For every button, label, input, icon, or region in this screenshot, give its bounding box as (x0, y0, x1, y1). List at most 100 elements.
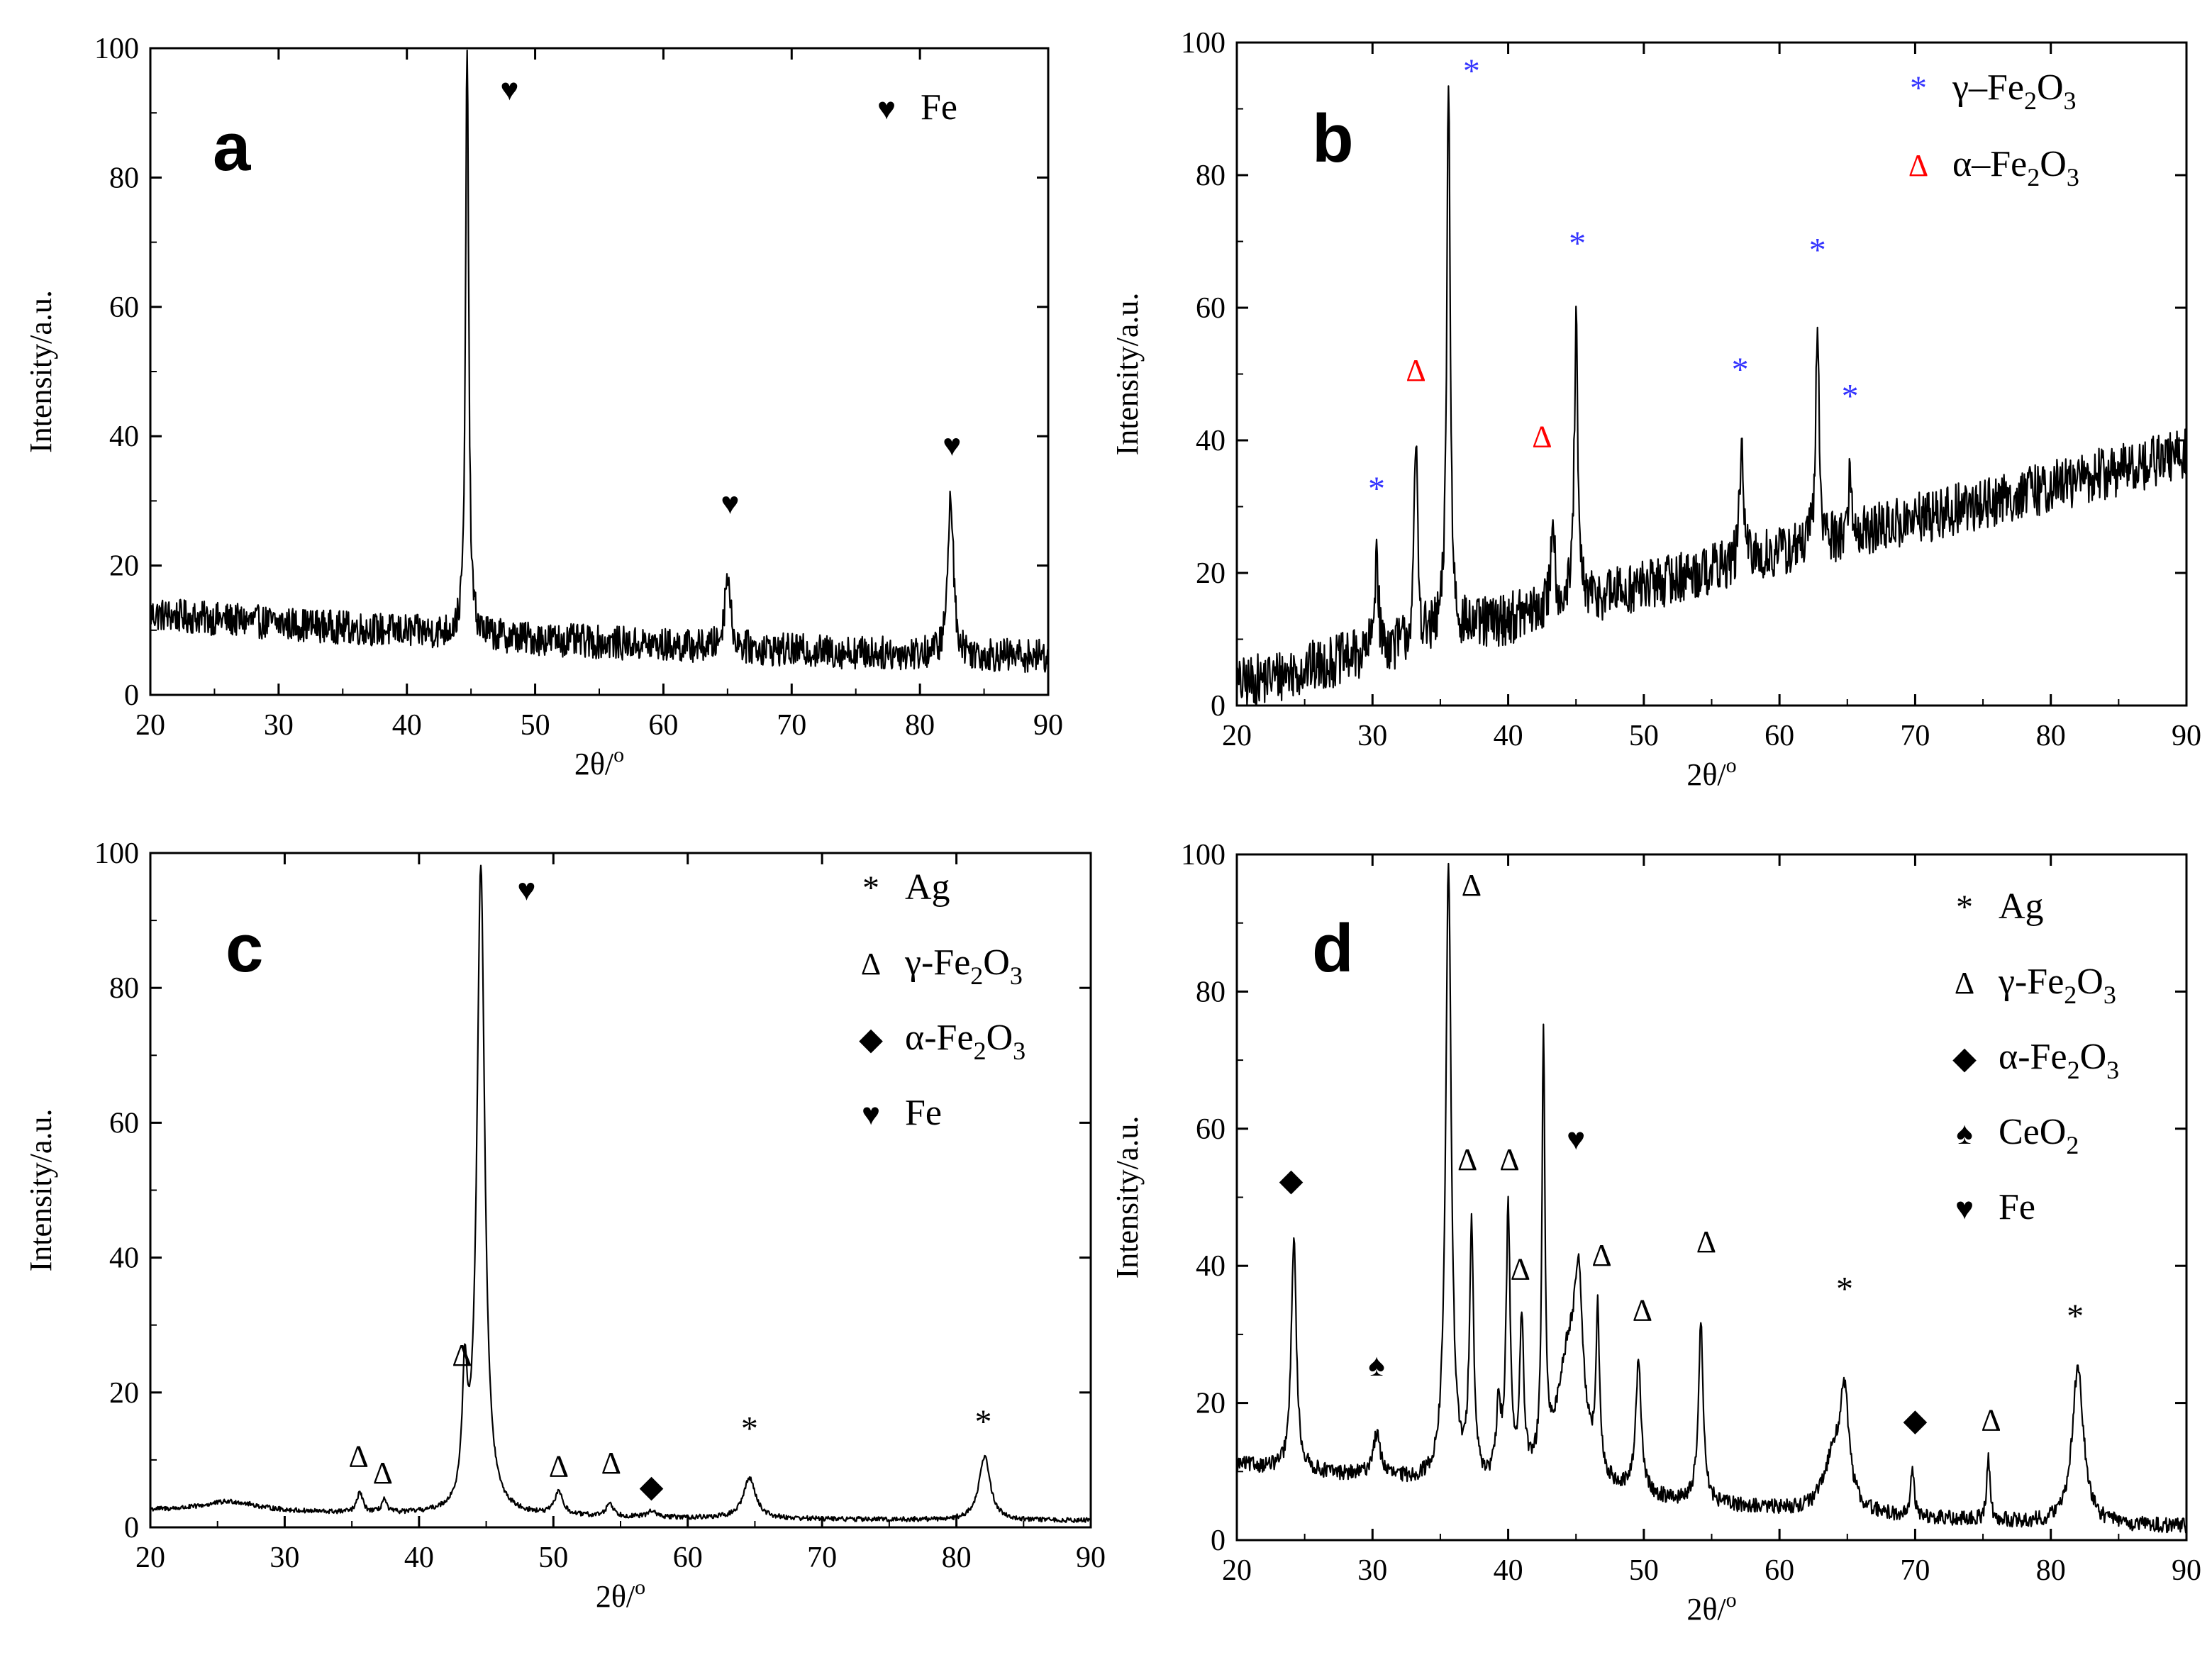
y-tick-label-b-20: 20 (1196, 557, 1226, 590)
plot-frame-d (1235, 853, 2188, 1542)
x-tick-label-a-20: 20 (135, 709, 165, 742)
legend-label-c-3: Fe (905, 1093, 942, 1133)
legend-label-sub2-b-1: 3 (2067, 163, 2079, 191)
peak-marker-a-1: ♥ (721, 486, 739, 521)
y-tick-label-d-0: 0 (1211, 1525, 1226, 1557)
legend-label-text-c-2: α-Fe (905, 1018, 974, 1058)
legend-label-sub2-d-2: 3 (2106, 1056, 2119, 1084)
legend-label-text-c-3: Fe (905, 1093, 942, 1133)
peak-marker-b-2: * (1463, 52, 1480, 90)
peak-marker-c-0: Δ (348, 1439, 368, 1473)
peak-marker-c-1: Δ (373, 1456, 393, 1490)
y-tick-label-b-100: 100 (1181, 27, 1226, 60)
y-tick-label-c-100: 100 (94, 837, 139, 870)
x-axis-label-degree-b: o (1726, 754, 1737, 777)
plot-frame-a (149, 47, 1050, 696)
y-tick-label-c-80: 80 (109, 972, 139, 1005)
legend-label-c-2: α-Fe2O3 (905, 1018, 1026, 1065)
peak-marker-c-3: ♥ (517, 873, 535, 908)
x-axis-label-a: 2θ/o (574, 743, 624, 781)
peak-marker-d-1: ♠ (1368, 1348, 1384, 1383)
x-tick-label-c-50: 50 (538, 1542, 568, 1574)
y-tick-label-c-20: 20 (109, 1377, 139, 1410)
x-tick-label-a-30: 30 (264, 709, 294, 742)
peak-marker-c-6: ◆ (640, 1469, 664, 1504)
legend-label-d-0: Ag (1999, 886, 2044, 927)
legend-symbol-d-0: * (1956, 888, 1973, 926)
series-line-c (150, 864, 1091, 1524)
legend-label-text2-c-2: O (986, 1018, 1013, 1058)
x-tick-label-b-50: 50 (1629, 720, 1659, 752)
peak-marker-d-6: ♥ (1567, 1122, 1585, 1157)
y-tick-label-c-40: 40 (109, 1242, 139, 1275)
y-axis-label-c: Intensity/a.u. (23, 1109, 58, 1272)
peak-marker-d-0: ◆ (1279, 1163, 1304, 1198)
legend-label-c-0: Ag (905, 867, 950, 908)
y-tick-label-a-0: 0 (124, 679, 139, 712)
y-tick-label-a-40: 40 (109, 420, 139, 453)
x-axis-label-degree-d: o (1726, 1588, 1737, 1612)
x-tick-label-b-80: 80 (2036, 720, 2066, 752)
x-axis-label-c: 2θ/o (596, 1576, 645, 1614)
y-tick-label-d-60: 60 (1196, 1113, 1226, 1146)
x-tick-label-a-80: 80 (905, 709, 935, 742)
peak-marker-b-4: * (1569, 225, 1586, 262)
peak-marker-a-2: ♥ (943, 428, 961, 463)
x-tick-label-b-30: 30 (1357, 720, 1387, 752)
peak-marker-b-3: Δ (1532, 419, 1552, 454)
y-tick-label-c-60: 60 (109, 1107, 139, 1139)
x-tick-label-a-50: 50 (521, 709, 550, 742)
peak-marker-b-1: Δ (1406, 353, 1425, 388)
legend-symbol-b-1: Δ (1908, 148, 1928, 183)
legend-label-text2-d-2: O (2080, 1037, 2107, 1077)
legend-label-a-0: Fe (921, 87, 957, 128)
panel-c: 20 30 40 50 60 70 80 900204060801002θ/oIntensit… (23, 837, 1106, 1614)
y-tick-label-a-80: 80 (109, 162, 139, 194)
legend-label-text-d-3: CeO (1999, 1112, 2066, 1152)
legend-symbol-c-3: ♥ (862, 1097, 880, 1132)
y-tick-label-b-60: 60 (1196, 292, 1226, 325)
legend-label-d-1: γ-Fe2O3 (1998, 962, 2116, 1009)
x-tick-label-b-60: 60 (1764, 720, 1794, 752)
x-tick-label-c-30: 30 (269, 1542, 299, 1574)
x-tick-label-b-40: 40 (1494, 720, 1523, 752)
series-line-d (1235, 862, 2188, 1534)
peak-marker-d-11: ◆ (1903, 1403, 1928, 1437)
legend-label-sub2-c-2: 3 (1013, 1037, 1026, 1065)
x-tick-label-a-60: 60 (648, 709, 678, 742)
y-tick-label-d-40: 40 (1196, 1250, 1226, 1283)
y-tick-label-a-20: 20 (109, 550, 139, 583)
x-axis-label-degree-c: o (635, 1576, 645, 1599)
legend-a: ♥ Fe (877, 87, 957, 128)
legend-label-text2-b-1: O (2040, 144, 2067, 184)
x-tick-label-d-90: 90 (2172, 1554, 2201, 1587)
y-tick-label-c-0: 0 (124, 1512, 139, 1544)
legend-symbol-b-0: * (1910, 69, 1927, 107)
y-tick-label-b-80: 80 (1196, 160, 1226, 192)
peak-marker-d-5: Δ (1511, 1252, 1530, 1287)
panel-letter-b: b (1312, 101, 1354, 177)
legend-symbol-d-1: Δ (1955, 966, 1974, 1001)
legend-label-text2-d-1: O (2077, 962, 2103, 1002)
x-tick-label-c-60: 60 (673, 1542, 703, 1574)
x-tick-label-a-40: 40 (392, 709, 422, 742)
x-tick-label-d-20: 20 (1222, 1554, 1252, 1587)
legend-label-sub-b-0: 2 (2024, 87, 2037, 115)
legend-label-b-1: α–Fe2O3 (1952, 144, 2079, 191)
peak-marker-b-6: * (1809, 232, 1826, 269)
x-tick-label-a-90: 90 (1033, 709, 1063, 742)
x-tick-label-a-70: 70 (777, 709, 806, 742)
legend-label-text-d-4: Fe (1999, 1187, 2035, 1227)
peak-marker-d-13: * (2067, 1298, 2084, 1335)
legend-symbol-d-2: ◆ (1952, 1041, 1977, 1076)
peak-marker-c-5: Δ (601, 1446, 621, 1481)
series-line-a (149, 49, 1050, 674)
legend-label-d-3: CeO2 (1999, 1112, 2079, 1159)
legend-label-text-d-1: γ-Fe (1998, 962, 2064, 1002)
legend-label-text-a-0: Fe (921, 87, 957, 128)
legend-label-sub2-c-1: 3 (1010, 962, 1023, 990)
legend-label-c-1: γ-Fe2O3 (904, 942, 1023, 990)
legend-label-text-d-0: Ag (1999, 886, 2044, 927)
peak-marker-c-7: * (741, 1410, 758, 1447)
